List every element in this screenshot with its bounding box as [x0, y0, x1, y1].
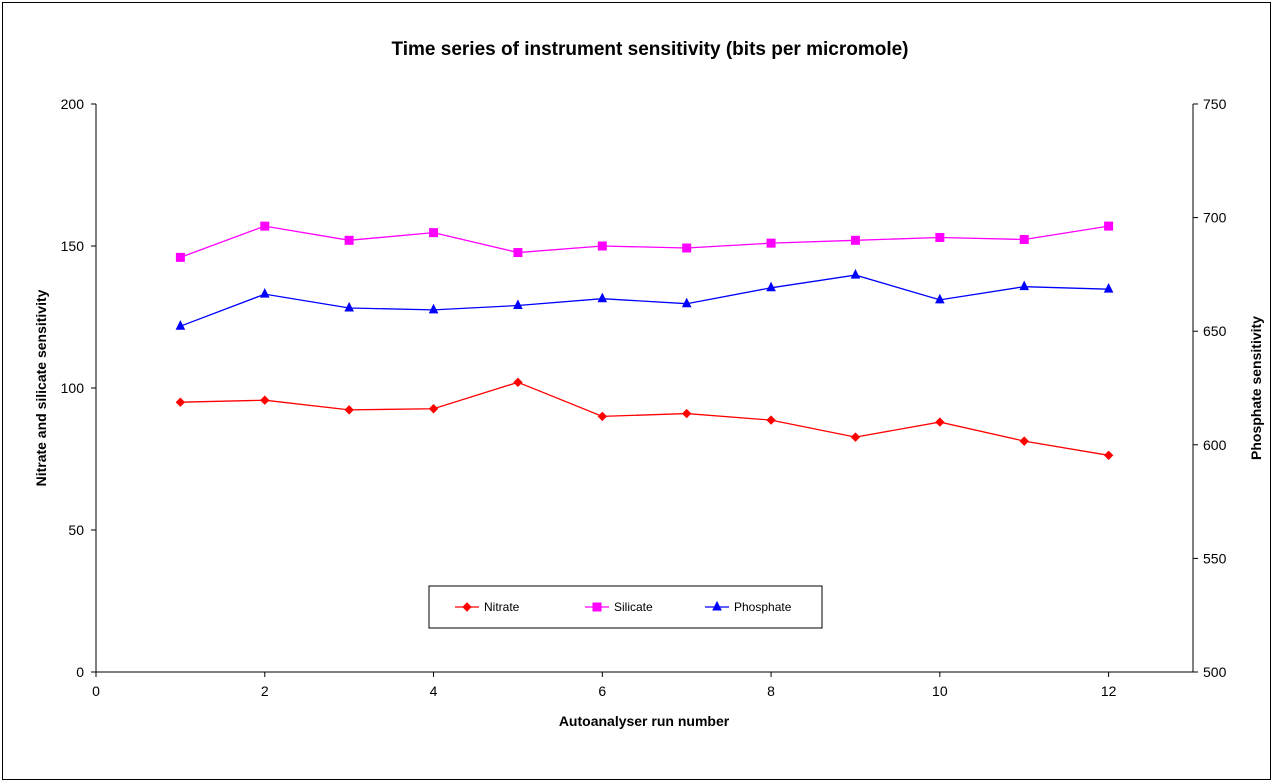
legend-item-nitrate: Nitrate	[455, 600, 520, 614]
nitrate-point	[513, 377, 523, 388]
right-y-tick-label: 550	[1203, 550, 1227, 566]
right-y-tick-label: 750	[1203, 96, 1227, 112]
nitrate-point	[1019, 436, 1029, 446]
left-y-tick-label: 100	[61, 380, 85, 396]
right-y-axis-title: Phosphate sensitivity	[1248, 316, 1264, 460]
nitrate-line	[180, 381, 1109, 456]
right-y-tick-label: 500	[1203, 664, 1227, 680]
nitrate-point	[260, 395, 270, 405]
axis-ticks: 0 2 4 6 8 10 12 0 50 100 150 200 500 550 600 650 700 750	[61, 96, 1227, 699]
silicate-point	[597, 241, 607, 251]
phosphate-point	[766, 281, 776, 292]
x-tick-label: 2	[261, 683, 269, 699]
phosphate-point	[344, 301, 354, 312]
x-tick-label: 8	[767, 683, 775, 699]
phosphate-point	[513, 299, 523, 310]
left-y-tick-label: 50	[68, 522, 84, 538]
nitrate-point	[428, 404, 439, 414]
silicate-point	[1104, 221, 1114, 231]
silicate-point	[513, 248, 523, 258]
legend-item-phosphate: Phosphate	[705, 600, 792, 614]
legend-item-silicate: Silicate	[585, 600, 653, 614]
silicate-point	[344, 235, 354, 245]
phosphate-point	[935, 293, 945, 304]
nitrate-point	[935, 417, 945, 427]
legend-label-silicate: Silicate	[614, 600, 653, 614]
phosphate-point	[681, 297, 692, 308]
nitrate-point	[175, 397, 186, 407]
legend-label-phosphate: Phosphate	[734, 600, 792, 614]
phosphate-point	[428, 303, 439, 314]
left-y-axis-title: Nitrate and silicate sensitivity	[33, 289, 49, 486]
x-tick-label: 0	[92, 683, 100, 699]
right-y-tick-label: 600	[1203, 437, 1227, 453]
x-tick-label: 10	[932, 683, 948, 699]
left-y-tick-label: 0	[76, 664, 84, 680]
series-nitrate	[175, 377, 1114, 461]
right-y-tick-label: 650	[1203, 323, 1227, 339]
silicate-point	[766, 238, 776, 248]
legend-marker-phosphate	[712, 600, 722, 611]
x-tick-label: 12	[1101, 683, 1117, 699]
nitrate-point	[850, 432, 861, 442]
chart-title: Time series of instrument sensitivity (b…	[391, 39, 908, 60]
silicate-point	[682, 243, 692, 253]
nitrate-point	[597, 411, 608, 422]
phosphate-point	[175, 320, 186, 330]
legend-box	[428, 585, 823, 629]
nitrate-point	[681, 408, 692, 419]
silicate-point	[850, 235, 860, 245]
x-tick-label: 6	[598, 683, 606, 699]
phosphate-point	[1103, 283, 1114, 293]
series-silicate	[175, 221, 1114, 262]
nitrate-point	[1103, 450, 1114, 461]
legend-marker-nitrate	[462, 602, 472, 612]
legend-marker-silicate	[592, 602, 602, 612]
series-phosphate	[175, 268, 1114, 330]
legend-label-nitrate: Nitrate	[484, 600, 520, 614]
silicate-line	[180, 225, 1109, 258]
phosphate-point	[259, 288, 270, 298]
x-axis-title: Autoanalyser run number	[559, 713, 730, 729]
x-tick-label: 4	[430, 683, 438, 699]
phosphate-point	[597, 292, 608, 303]
phosphate-point	[1019, 280, 1030, 291]
silicate-point	[1019, 234, 1029, 244]
nitrate-point	[344, 405, 354, 415]
left-y-tick-label: 150	[61, 238, 85, 254]
phosphate-line	[180, 274, 1109, 327]
legend: Nitrate Silicate Phosphate	[428, 585, 823, 629]
series-layer	[175, 221, 1114, 461]
silicate-point	[260, 221, 270, 231]
silicate-point	[429, 228, 439, 238]
nitrate-point	[766, 415, 776, 425]
right-y-tick-label: 700	[1203, 210, 1227, 226]
phosphate-point	[850, 268, 861, 279]
left-y-tick-label: 200	[61, 96, 85, 112]
silicate-point	[935, 232, 945, 242]
silicate-point	[175, 252, 185, 262]
